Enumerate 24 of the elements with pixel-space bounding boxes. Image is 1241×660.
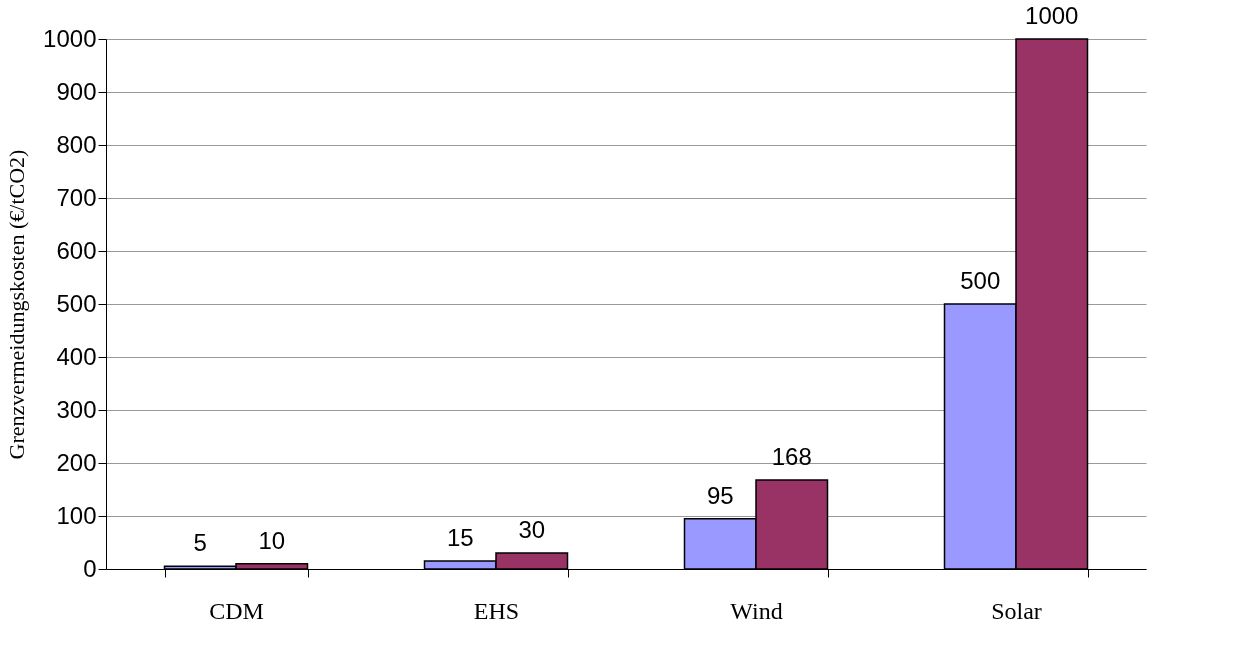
y-tick-label: 500 [56,289,97,317]
x-tick-label: EHS [473,597,520,624]
y-tick-label: 0 [83,554,97,582]
x-tick-label: CDM [209,597,264,624]
y-tick-label: 300 [56,395,97,423]
x-tick-label: Wind [730,597,783,624]
data-label: 5 [193,529,207,557]
y-tick-label: 600 [56,236,97,264]
data-label: 10 [258,526,286,554]
data-label: 15 [446,524,474,552]
x-tick-label: Solar [991,597,1042,624]
y-tick-label: 1000 [43,24,97,52]
y-tick-label: 900 [56,77,97,105]
y-tick-label: 400 [56,342,97,370]
data-label: 30 [518,516,546,544]
y-tick-label: 700 [56,183,97,211]
data-label: 95 [706,481,734,509]
data-label: 168 [771,442,812,470]
y-axis-title: Grenzvermeidungskosten (€/tCO2) [4,149,30,460]
data-label: 1000 [1025,2,1079,29]
data-label: 500 [960,267,1001,294]
y-tick-label: 200 [56,448,97,476]
y-tick-label: 800 [56,130,97,158]
y-tick-label: 100 [56,501,97,529]
